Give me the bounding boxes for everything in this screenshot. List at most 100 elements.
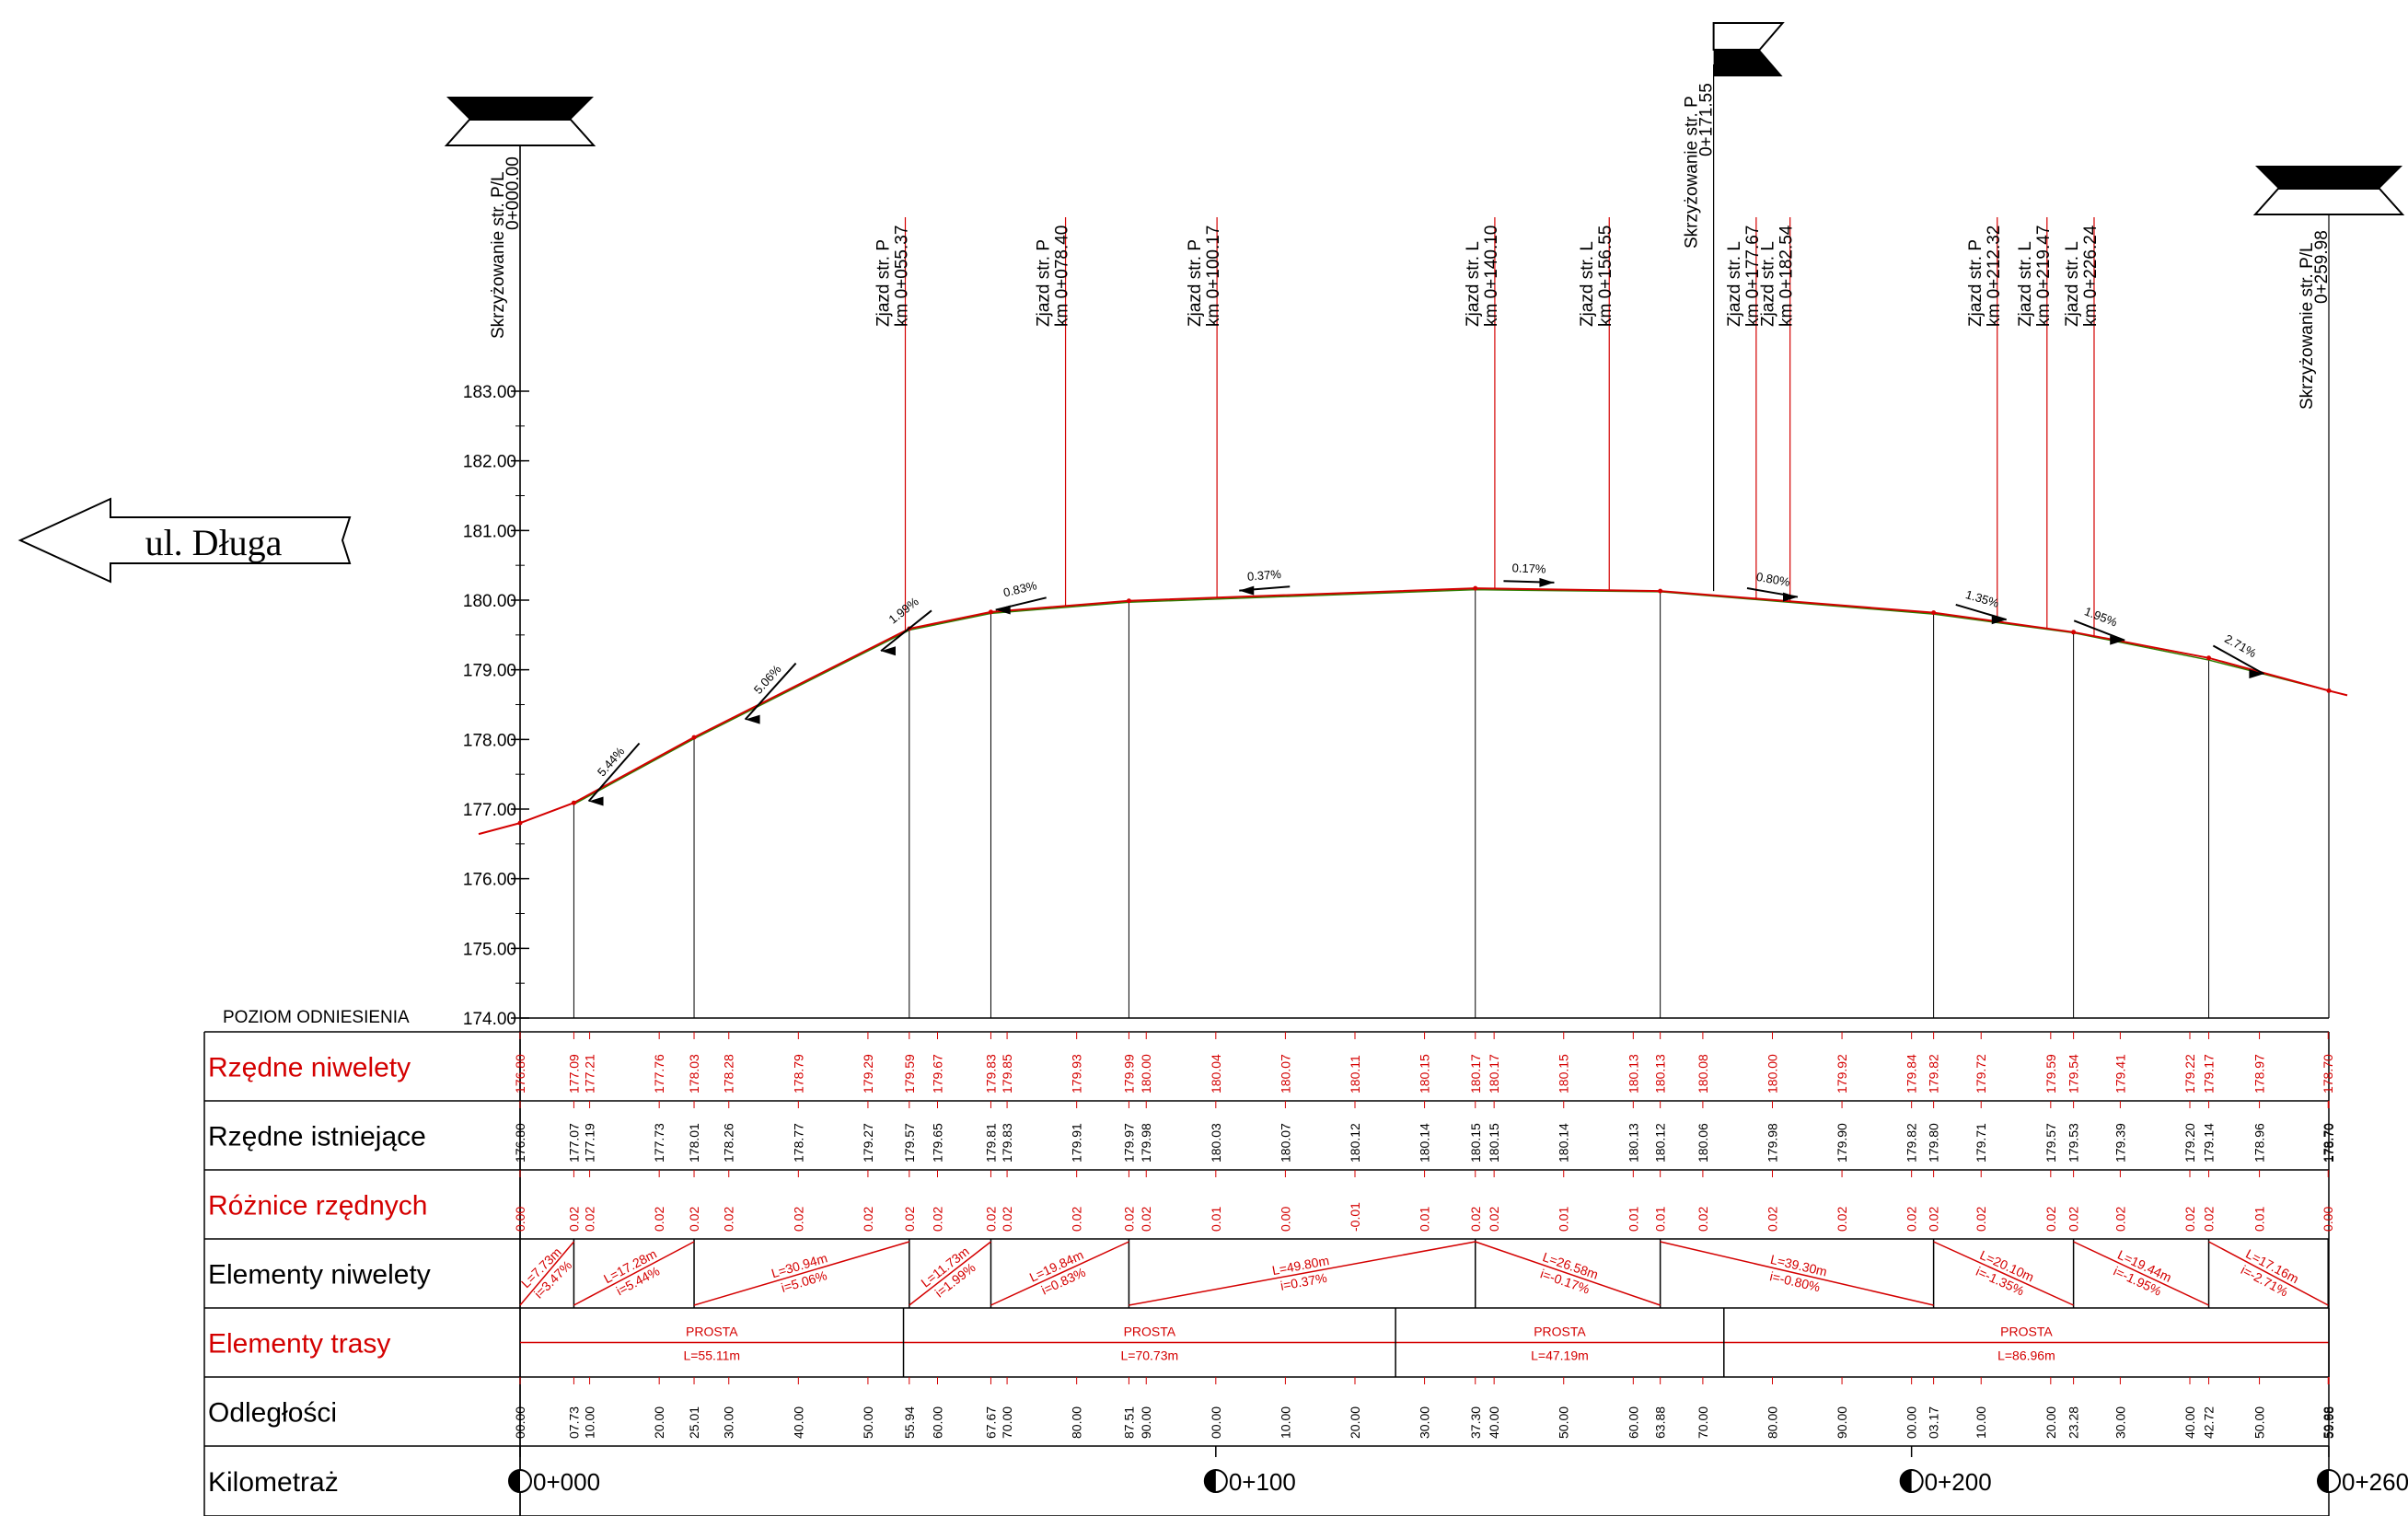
design-grade-extension (478, 822, 521, 836)
table-cell-value: 63.88 (1653, 1406, 1668, 1439)
table-row-label: Elementy trasy (208, 1329, 390, 1360)
y-tick-label: 176.00 (463, 871, 516, 890)
table-cell-value: 50.00 (861, 1406, 875, 1439)
driveway-side-label: Zjazd str. P (874, 239, 894, 327)
table-cell-value: 180.13 (1626, 1123, 1640, 1163)
table-cell-value: 60.00 (930, 1406, 944, 1439)
kilometer-marker: 0+200 (1899, 1446, 1992, 1496)
kilometer-half-fill-icon (1204, 1470, 1216, 1492)
slope-arrow-shaft (2212, 644, 2264, 675)
table-cell-value: 176.80 (513, 1123, 527, 1163)
table-cell-value: 179.97 (1121, 1123, 1136, 1163)
table-cell-value: 0.02 (1000, 1207, 1014, 1232)
slope-label: 0.37% (1239, 567, 1291, 596)
table-cell-value: 179.20 (2182, 1123, 2197, 1163)
table-cell-value: 67.67 (983, 1406, 998, 1439)
table-cell-value: 0.02 (861, 1207, 875, 1232)
table-cell-value: 0.01 (1557, 1207, 1571, 1232)
grade-element-diagonal (1660, 1241, 1934, 1306)
table-cell-value: 0.02 (2202, 1207, 2217, 1232)
table-cell-value: 179.93 (1070, 1054, 1084, 1094)
table-cell-value: 177.07 (566, 1123, 581, 1163)
table-cell-value: 0.02 (1696, 1207, 1710, 1232)
table-cell-value: 179.53 (2066, 1123, 2081, 1163)
table-cell-value: 0.02 (2066, 1207, 2081, 1232)
table-cell-value: 37.30 (1468, 1406, 1483, 1439)
route-element-length: L=86.96m (1997, 1348, 2055, 1363)
grade-element-diagonal (990, 1241, 1129, 1306)
slope-arrow-shaft (744, 662, 797, 721)
table-cell-value: 180.14 (1557, 1123, 1571, 1163)
table-cell-value: 0.02 (791, 1207, 805, 1232)
table-cell-value: 30.00 (2113, 1406, 2127, 1439)
grade-break-point (2326, 688, 2332, 693)
driveway-km-label: km 0+055.37 (893, 226, 912, 327)
grade-element-diagonal (2208, 1241, 2329, 1306)
table-cell-value: 0.01 (1418, 1207, 1432, 1232)
route-element-length: L=47.19m (1531, 1348, 1589, 1363)
y-tick-label: 177.00 (463, 801, 516, 820)
table-cell-value: 0.00 (513, 1207, 527, 1232)
grade-break-point (1126, 598, 1131, 604)
table-cell-value: 55.94 (902, 1406, 917, 1439)
table-cell-value: 20.00 (2043, 1406, 2058, 1439)
kilometer-label: 0+260 (2342, 1468, 2408, 1496)
table-cell-value: 179.99 (1121, 1054, 1136, 1094)
table-cell-value: 0.02 (1139, 1207, 1153, 1232)
slope-value: 0.37% (1246, 567, 1281, 584)
kilometer-half-fill-icon (1900, 1470, 1912, 1492)
table-cell-value: 179.67 (930, 1054, 944, 1094)
grade-element-diagonal (1475, 1241, 1661, 1306)
table-cell-value: 0.02 (1468, 1207, 1483, 1232)
intersection-km-label: 0+171.55 (1697, 83, 1717, 156)
driveway-km-label: km 0+212.32 (1985, 226, 2004, 327)
intersection-km-label: 0+000.00 (504, 156, 523, 230)
table-cell-value: 179.17 (2202, 1054, 2217, 1094)
grade-break-point (2206, 655, 2212, 661)
table-cell-value: 178.01 (687, 1123, 701, 1163)
table-cell-value: 179.27 (861, 1123, 875, 1163)
driveway-km-label: km 0+100.17 (1204, 226, 1223, 327)
table-cell-value: 0.01 (1626, 1207, 1640, 1232)
intersection-flag-outline-icon (2252, 188, 2405, 215)
intersection-side-label: Skrzyżowanie str. P/L (2298, 242, 2317, 410)
table-cell-value: 0.02 (2113, 1207, 2127, 1232)
table-cell-value: 0.02 (583, 1207, 597, 1232)
y-tick-label: 183.00 (463, 383, 516, 402)
table-cell-value: 178.77 (791, 1123, 805, 1163)
reference-level-label: POZIOM ODNIESIENIA (223, 1008, 410, 1027)
table-cell-value: 179.91 (1070, 1123, 1084, 1163)
table-cell-value: 0.01 (1653, 1207, 1668, 1232)
driveway-side-label: Zjazd str. L (2016, 241, 2035, 327)
table-cell-value: 180.00 (1139, 1054, 1153, 1094)
y-tick-label: 174.00 (463, 1010, 516, 1029)
table-cell-value: 180.00 (1765, 1054, 1779, 1094)
y-tick-label: 175.00 (463, 940, 516, 959)
table-cell-value: 40.00 (2182, 1406, 2197, 1439)
table-cell-value: 03.17 (1927, 1406, 1941, 1439)
table-cell-value: 180.15 (1468, 1123, 1483, 1163)
route-element: PROSTA L=55.11m (683, 1308, 905, 1377)
table-cell-value: 0.00 (1278, 1207, 1292, 1232)
table-cell-value: 20.00 (652, 1406, 666, 1439)
grade-break-point (571, 800, 576, 805)
table-cell-value: 0.02 (687, 1207, 701, 1232)
table-cell-value: 179.57 (902, 1123, 917, 1163)
table-row-label: Rzędne niwelety (208, 1053, 411, 1083)
table-cell-value: 30.00 (1418, 1406, 1432, 1439)
grade-break-point (1658, 588, 1663, 594)
table-cell-value: 0.02 (1765, 1207, 1779, 1232)
slope-arrow-shaft (2073, 619, 2125, 642)
street-direction-arrow: ul. Długa (17, 497, 352, 584)
driveway-km-label: km 0+177.67 (1743, 226, 1763, 327)
table-cell-value: 178.28 (722, 1054, 736, 1094)
table-cell-value: 178.97 (2252, 1054, 2267, 1094)
slope-arrowhead-icon (1539, 577, 1555, 587)
intersection-side-label: Skrzyżowanie str. P/L (489, 171, 508, 339)
slope-arrowhead-icon (1239, 585, 1255, 596)
table-cell-value: 180.07 (1278, 1123, 1292, 1163)
table-cell-value: 87.51 (1121, 1406, 1136, 1439)
